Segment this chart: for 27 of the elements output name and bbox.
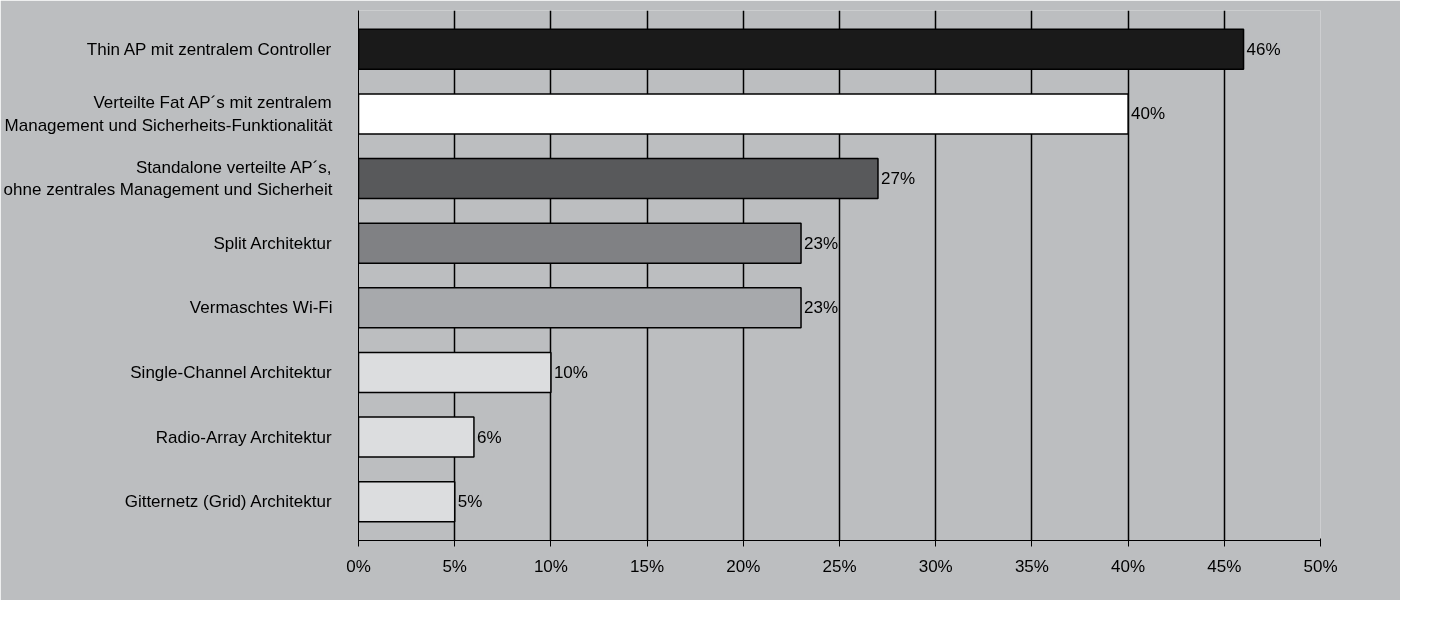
y-tick-label: Thin AP mit zentralem Controller xyxy=(86,39,332,59)
x-tick-label: 25% xyxy=(822,556,857,576)
x-tick-label: 20% xyxy=(726,556,761,576)
x-tick-label: 10% xyxy=(533,556,568,576)
y-tick-label: Split Architektur xyxy=(213,233,332,253)
y-tick-label: Radio-Array Architektur xyxy=(155,427,332,447)
data-label: 23% xyxy=(804,233,839,253)
data-label: 5% xyxy=(457,492,483,512)
x-tick-label: 5% xyxy=(442,556,467,576)
x-tick-label: 50% xyxy=(1303,556,1338,576)
y-tick-label: Standalone verteilte AP´s, ohne zentrales Management und Sicherheit xyxy=(3,157,333,200)
x-tick-label: 15% xyxy=(630,556,665,576)
x-tick-label: 35% xyxy=(1014,556,1049,576)
y-tick-label: Verteilte Fat AP´s mit zentralem Management und Sicherheits-Funktionalität xyxy=(4,93,333,135)
x-tick-label: 45% xyxy=(1207,556,1242,576)
y-tick-label: Vermaschtes Wi-Fi xyxy=(189,298,333,318)
y-tick-label: Gitternetz (Grid) Architektur xyxy=(124,492,332,512)
data-label: 23% xyxy=(804,298,839,318)
y-tick-label: Single-Channel Architektur xyxy=(130,362,332,382)
data-label: 46% xyxy=(1246,39,1281,59)
data-label: 40% xyxy=(1131,104,1166,124)
data-label: 6% xyxy=(476,427,502,447)
data-label: 27% xyxy=(880,169,916,189)
x-tick-label: 40% xyxy=(1111,556,1146,576)
data-label: 10% xyxy=(553,362,588,382)
x-tick-label: 30% xyxy=(918,556,953,576)
x-tick-label: 0% xyxy=(346,556,371,576)
